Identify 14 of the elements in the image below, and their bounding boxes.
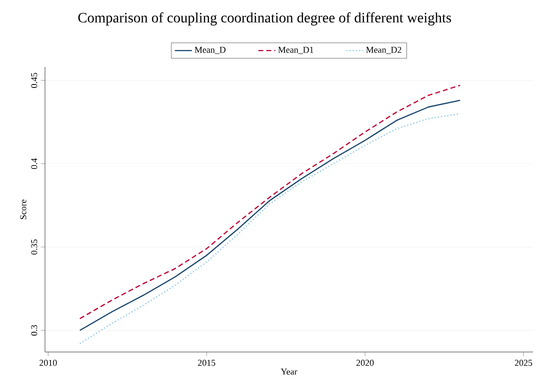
x-tick-label: 2020 bbox=[356, 360, 374, 366]
y-tick-label: 0.3 bbox=[31, 325, 38, 336]
x-tick-label: 2010 bbox=[40, 360, 57, 366]
y-tick-label: 0.4 bbox=[31, 158, 38, 169]
legend-label: Mean_D bbox=[194, 46, 226, 54]
y-tick-label: 0.45 bbox=[31, 72, 38, 88]
y-tick-label: 0.35 bbox=[31, 239, 38, 254]
y-axis-title: Score bbox=[20, 200, 26, 220]
chart-title: Comparison of coupling coordination degree of different weights bbox=[78, 12, 452, 26]
legend-label: Mean_D2 bbox=[366, 46, 402, 54]
x-tick-label: 2025 bbox=[514, 360, 532, 366]
x-axis-title: Year bbox=[280, 368, 298, 375]
x-tick-label: 2015 bbox=[198, 360, 216, 366]
legend-label: Mean_D1 bbox=[278, 46, 314, 54]
